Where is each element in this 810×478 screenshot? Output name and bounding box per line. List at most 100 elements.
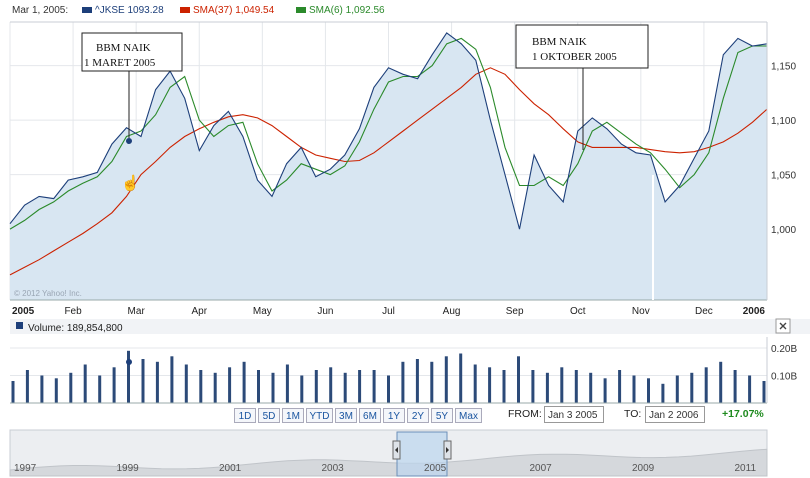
volume-y-axis: 0.10B 0.20B [771, 344, 797, 383]
navigator-year-label: 2007 [530, 463, 553, 474]
volume-bar [213, 372, 217, 404]
volume-bar [748, 375, 752, 403]
y-tick-label: 1,100 [771, 116, 796, 127]
range-button-ytd[interactable]: YTD [306, 408, 333, 423]
volume-bar [40, 375, 44, 403]
annotation-march-line2: 1 MARET 2005 [84, 57, 156, 69]
range-button-5d[interactable]: 5D [258, 408, 280, 423]
volume-bar [242, 361, 246, 404]
volume-bars [11, 350, 766, 404]
annotation-october-line1: BBM NAIK [532, 36, 587, 48]
range-button-2y[interactable]: 2Y [407, 408, 429, 423]
volume-bar [25, 370, 29, 403]
legend-sma6: SMA(6) 1,092.56 [296, 0, 385, 22]
collapse-volume-button[interactable] [775, 318, 791, 334]
y-tick-label: 1,000 [771, 225, 796, 236]
navigator-year-label: 2001 [219, 463, 242, 474]
volume-bar [69, 372, 73, 404]
left-handle-arrow-icon [395, 447, 398, 453]
hand-cursor-icon: ☝ [121, 173, 140, 192]
volume-bar [141, 359, 145, 403]
range-button-1d[interactable]: 1D [234, 408, 256, 423]
annotation-october: BBM NAIK 1 OKTOBER 2005 [515, 24, 649, 150]
volume-bar [430, 361, 434, 404]
volume-bar [603, 378, 607, 404]
sma6-line [9, 37, 767, 230]
legend-date: Mar 1, 2005: [12, 5, 69, 16]
x-tick-label: Mar [128, 306, 146, 317]
x-tick-label: 2005 [12, 306, 35, 317]
sma6-swatch-icon [296, 7, 306, 14]
annotation-march: BBM NAIK 1 MARET 2005 [81, 32, 183, 138]
volume-bar [155, 361, 159, 404]
volume-y-tick-label: 0.20B [771, 344, 797, 355]
from-date-field[interactable]: Jan 3 2005 [544, 406, 604, 423]
x-tick-label: Dec [695, 306, 713, 317]
price-x-axis: 2005 Feb Mar Apr May Jun Jul Aug Sep Oct Nov Dec 200… [12, 306, 765, 317]
chart-legend: Mar 1, 2005: ^JKSE 1093.28 SMA(37) 1,049… [0, 0, 810, 22]
volume-bar [257, 370, 260, 403]
to-date-field[interactable]: Jan 2 2006 [645, 406, 705, 423]
volume-bar [271, 372, 275, 404]
volume-bar [285, 364, 289, 403]
x-tick-label: Nov [632, 306, 650, 317]
volume-header-band [10, 319, 810, 334]
volume-bar [632, 375, 636, 403]
range-button-3m[interactable]: 3M [335, 408, 357, 423]
price-area-fill [10, 32, 767, 301]
watermark: © 2012 Yahoo! Inc. [14, 289, 82, 298]
timeline-navigator[interactable]: 1997 1999 2001 2003 2005 2007 2009 2011 [9, 429, 768, 477]
volume-bar [127, 350, 130, 404]
navigator-year-label: 1999 [117, 463, 140, 474]
navigator-year-label: 1997 [14, 463, 37, 474]
volume-hover-marker [126, 359, 132, 365]
volume-label: Volume: 189,854,800 [28, 323, 123, 334]
volume-bar [719, 361, 723, 404]
volume-bar [372, 370, 376, 403]
volume-bar [358, 370, 362, 403]
range-button-5y[interactable]: 5Y [431, 408, 453, 423]
volume-bar [589, 372, 593, 404]
volume-bar [488, 367, 492, 404]
x-tick-label: Jun [317, 306, 333, 317]
navigator-year-label: 2003 [322, 463, 345, 474]
x-tick-label: Sep [506, 306, 524, 317]
volume-bar [54, 378, 58, 404]
volume-bar [733, 370, 737, 403]
from-label: FROM: [508, 408, 542, 420]
volume-bar [574, 370, 578, 403]
right-handle-arrow-icon [446, 447, 449, 453]
volume-bar [329, 367, 333, 404]
range-button-1y[interactable]: 1Y [383, 408, 405, 423]
volume-bar [199, 370, 203, 403]
navigator-year-label: 2011 [735, 463, 757, 474]
volume-bar [502, 370, 506, 403]
volume-bar [517, 356, 520, 404]
range-button-1m[interactable]: 1M [282, 408, 304, 423]
navigator-year-label: 2009 [632, 463, 655, 474]
legend-sma37: SMA(37) 1,049.54 [180, 0, 274, 22]
y-tick-label: 1,050 [771, 171, 796, 182]
price-line [9, 32, 768, 230]
x-tick-label: Apr [191, 306, 207, 317]
volume-bar [560, 367, 564, 404]
volume-bar [690, 372, 694, 404]
range-button-max[interactable]: Max [455, 408, 482, 423]
volume-bar [83, 364, 87, 403]
volume-bar [112, 367, 116, 404]
volume-grid [10, 347, 767, 376]
annotation-october-line2: 1 OKTOBER 2005 [532, 51, 617, 63]
price-y-axis: 1,000 1,050 1,100 1,150 [771, 62, 796, 237]
x-tick-label: Jul [382, 306, 395, 317]
volume-bar [762, 381, 766, 403]
navigator-year-label: 2005 [424, 463, 447, 474]
sma37-line [9, 67, 768, 276]
volume-bar [314, 370, 318, 403]
volume-bar [415, 359, 419, 403]
volume-bar [675, 375, 679, 403]
range-button-6m[interactable]: 6M [359, 408, 381, 423]
volume-bar [444, 356, 448, 404]
volume-swatch-icon [16, 322, 23, 329]
x-tick-label: Oct [570, 306, 586, 317]
